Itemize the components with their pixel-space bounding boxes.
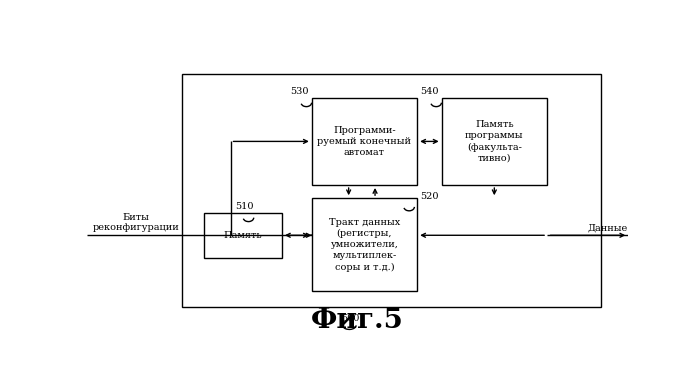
Text: 520: 520 (420, 192, 438, 201)
Bar (312, 98, 417, 185)
Text: Память
программы
(факульта-
тивно): Память программы (факульта- тивно) (465, 120, 524, 163)
Text: Программи-
руемый конечный
автомат: Программи- руемый конечный автомат (318, 126, 412, 157)
Text: Биты
реконфигурации: Биты реконфигурации (93, 213, 179, 232)
Text: 540: 540 (420, 87, 438, 96)
Text: Память: Память (223, 231, 262, 240)
Text: 500: 500 (341, 314, 359, 323)
Bar (204, 213, 282, 258)
Text: 510: 510 (235, 202, 253, 211)
Text: Фиг.5: Фиг.5 (311, 307, 404, 333)
Text: Тракт данных
(регистры,
умножители,
мультиплек-
соры и т.д.): Тракт данных (регистры, умножители, муль… (329, 218, 400, 272)
Bar (182, 74, 601, 307)
Text: Данные: Данные (588, 223, 628, 232)
Text: 530: 530 (290, 87, 309, 96)
Bar (312, 198, 417, 291)
Bar (442, 98, 547, 185)
